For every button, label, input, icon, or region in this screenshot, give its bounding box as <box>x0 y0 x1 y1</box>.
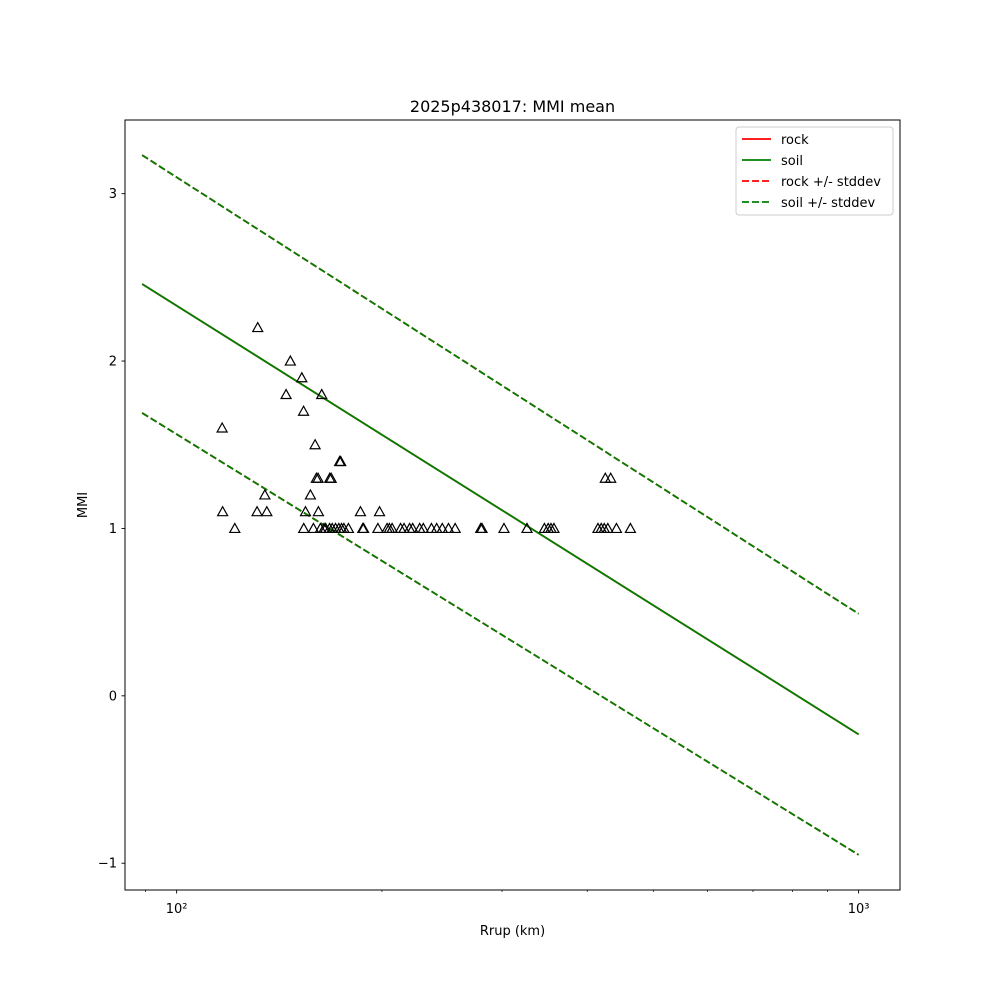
observation-point-48 <box>417 522 430 534</box>
observation-point-52 <box>442 522 455 534</box>
observation-point-14 <box>304 488 317 500</box>
soil-line <box>141 283 860 736</box>
x-axis: 10² 10³ <box>145 890 869 917</box>
observation-point-1 <box>216 421 229 433</box>
observation-point-15 <box>307 522 320 534</box>
observation-point-2 <box>216 505 229 517</box>
observation-point-9 <box>284 354 297 366</box>
x-axis-label: Rrup (km) <box>480 924 545 939</box>
legend-label-soil: soil <box>781 154 803 169</box>
observation-point-4 <box>251 321 264 333</box>
observation-point-66 <box>601 522 614 534</box>
observation-point-3 <box>228 522 241 534</box>
chart-title: 2025p438017: MMI mean <box>410 97 615 116</box>
legend-label-rock: rock <box>781 133 809 148</box>
observation-point-31 <box>334 455 347 467</box>
observation-points <box>216 321 637 534</box>
observation-point-67 <box>604 471 617 483</box>
observation-point-11 <box>297 405 310 416</box>
observation-point-6 <box>258 488 271 500</box>
observation-point-46 <box>406 522 419 534</box>
y-tick-label: 2 <box>109 355 117 370</box>
observation-point-18 <box>312 505 325 517</box>
x-tick-label: 10³ <box>848 902 870 917</box>
observation-point-16 <box>309 438 322 450</box>
observation-point-12 <box>299 505 312 517</box>
plot-frame <box>124 119 901 891</box>
observation-point-56 <box>497 522 511 534</box>
observation-point-35 <box>354 505 367 517</box>
legend-label-soil-stddev: soil +/- stddev <box>781 196 876 211</box>
observation-point-10 <box>295 371 308 383</box>
observation-point-25 <box>325 471 338 483</box>
y-tick-label: 0 <box>109 689 117 704</box>
observation-point-8 <box>280 388 293 400</box>
observation-point-38 <box>371 522 384 534</box>
soil-stddev-upper-line <box>141 154 860 615</box>
y-axis-label: MMI <box>76 492 91 518</box>
observation-point-37 <box>357 522 370 534</box>
observation-point-57 <box>520 522 534 534</box>
observation-point-42 <box>386 522 399 534</box>
observation-point-53 <box>449 522 462 534</box>
y-axis: −1 0 1 2 3 <box>98 187 125 872</box>
y-tick-label: 3 <box>109 187 117 202</box>
observation-point-13 <box>297 522 310 534</box>
observation-point-19 <box>312 471 325 483</box>
y-tick-label: −1 <box>98 857 117 872</box>
x-tick-label: 10² <box>166 902 188 917</box>
observation-point-5 <box>251 505 264 517</box>
observation-point-61 <box>547 522 560 534</box>
soil-stddev-lower-line <box>141 412 860 856</box>
observation-point-34 <box>342 522 355 534</box>
legend-box <box>735 126 894 216</box>
observation-point-21 <box>315 388 328 400</box>
observation-point-39 <box>373 505 386 517</box>
y-tick-label: 1 <box>109 522 117 537</box>
series-layer <box>141 154 860 856</box>
observation-point-55 <box>475 522 489 534</box>
observation-point-7 <box>260 505 273 517</box>
observation-point-51 <box>436 522 449 534</box>
observation-point-68 <box>610 522 623 534</box>
legend-label-rock-stddev: rock +/- stddev <box>781 175 881 190</box>
observation-point-69 <box>624 522 637 534</box>
legend: rock soil rock +/- stddev soil +/- stddev <box>735 126 894 216</box>
